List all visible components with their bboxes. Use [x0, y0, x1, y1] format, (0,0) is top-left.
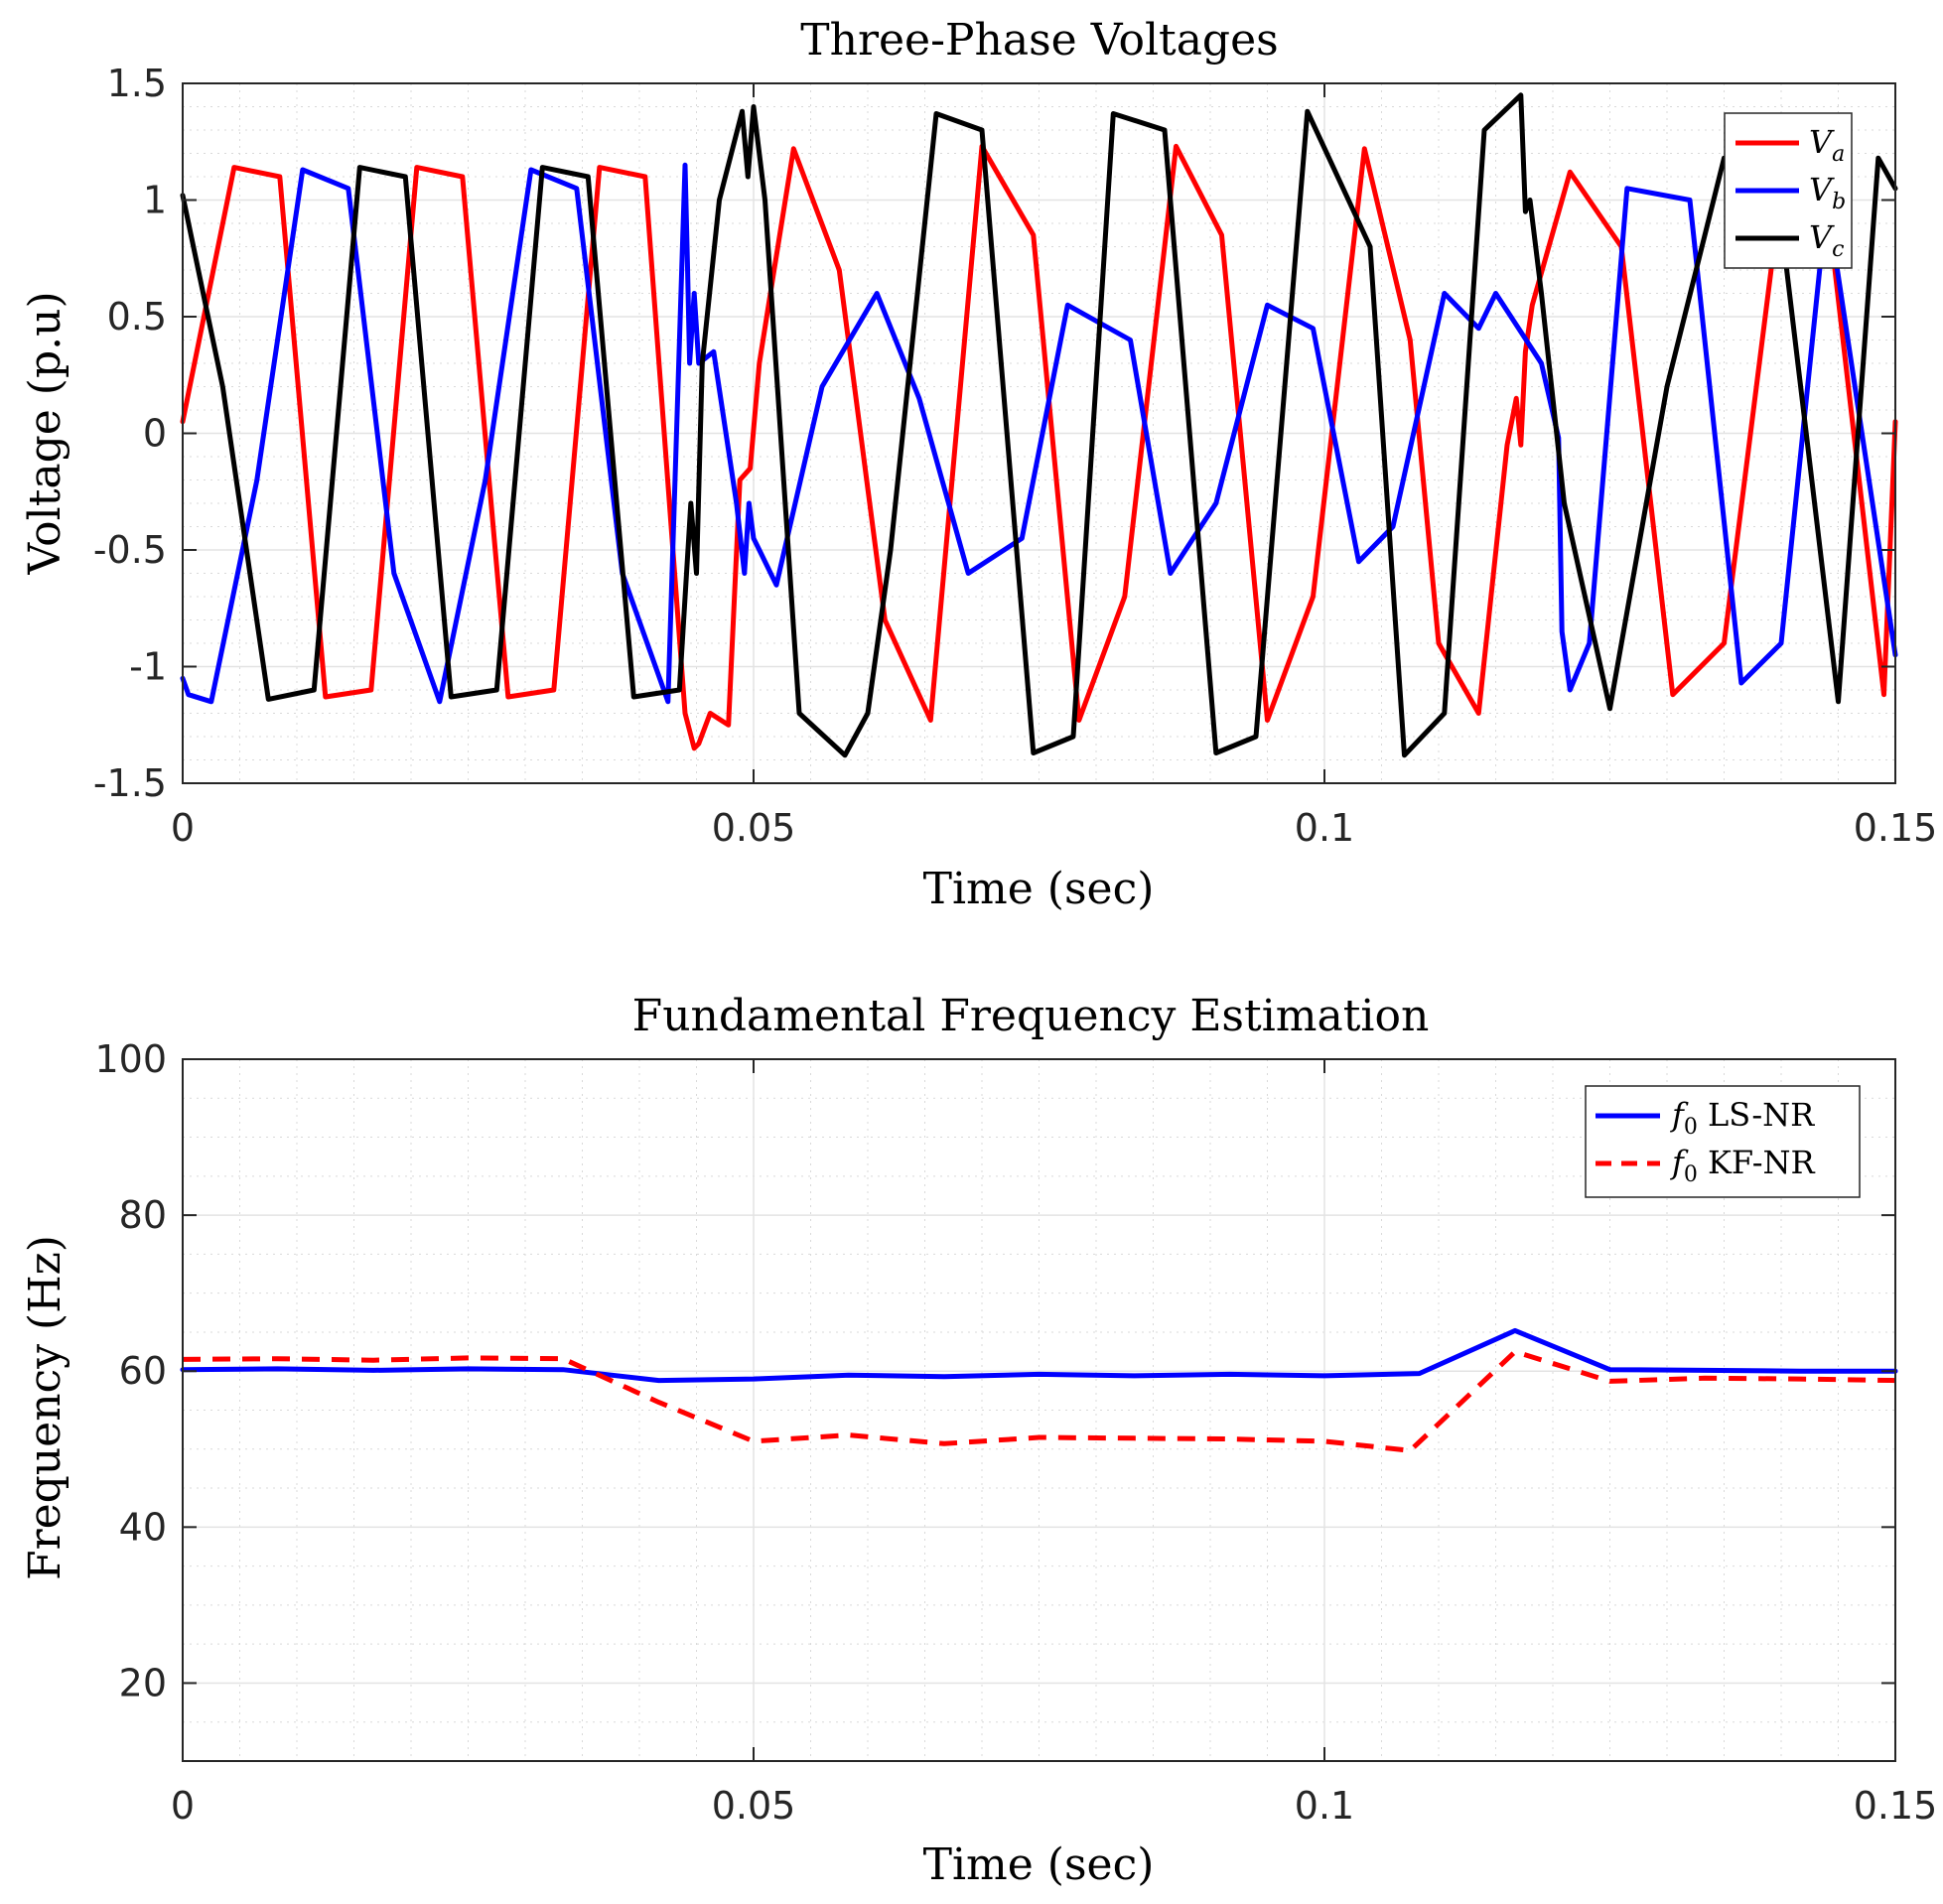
voltage-y-tick-labels: -1.5 -1 -0.5 0 0.5 1 1.5 — [93, 62, 167, 805]
frequency-y-tick-label: 80 — [119, 1193, 167, 1237]
voltage-y-tick-label: -0.5 — [93, 528, 167, 572]
voltage-series-group — [180, 92, 1898, 758]
frequency-y-axis-label: Frequency (Hz) — [20, 1235, 70, 1580]
voltage-x-tick-label: 0.15 — [1854, 806, 1938, 850]
voltage-y-axis-label: Voltage (p.u) — [20, 291, 70, 575]
frequency-y-tick-label: 20 — [119, 1661, 167, 1704]
voltage-y-tick-label: 0 — [143, 412, 167, 456]
frequency-x-axis-label: Time (sec) — [923, 1839, 1155, 1890]
voltage-x-tick-label: 0.05 — [712, 806, 796, 850]
frequency-axes-box — [182, 1058, 1896, 1762]
voltage-series-v-b — [180, 162, 1898, 705]
frequency-y-tick-label: 100 — [94, 1037, 167, 1081]
frequency-series-f0-kf-nr — [182, 1349, 1896, 1453]
frequency-y-tick-label: 40 — [119, 1505, 167, 1549]
voltage-x-tick-label: 0 — [171, 806, 195, 850]
voltage-y-tick-label: 0.5 — [107, 295, 167, 339]
voltage-chart-title: Three-Phase Voltages — [800, 15, 1278, 66]
frequency-subplot: Fundamental Frequency Estimation 0 0.05 0.… — [20, 991, 1937, 1890]
frequency-series-group — [180, 1327, 1898, 1453]
voltage-legend: Va Vb Vc — [1724, 112, 1853, 269]
frequency-x-tick-label: 0 — [171, 1784, 195, 1828]
legend-vb-label: Vb — [1809, 171, 1846, 214]
frequency-x-tick-label: 0.15 — [1854, 1784, 1938, 1828]
voltage-series-v-c — [180, 92, 1898, 758]
voltage-y-tick-label: 1 — [143, 179, 167, 222]
frequency-x-tick-label: 0.1 — [1295, 1784, 1354, 1828]
frequency-series-f0-ls-nr — [180, 1327, 1898, 1384]
legend-ls-nr-label: f0 LS-NR — [1670, 1096, 1815, 1140]
frequency-x-tick-label: 0.05 — [712, 1784, 796, 1828]
legend-kf-nr-label: f0 KF-NR — [1670, 1144, 1816, 1187]
voltage-y-tick-label: 1.5 — [107, 62, 167, 105]
voltage-ticks — [182, 82, 1896, 784]
legend-va-label: Va — [1809, 123, 1845, 167]
frequency-y-tick-labels: 20 40 60 80 100 — [94, 1037, 167, 1704]
voltage-subplot: Three-Phase Voltages 0 0.05 0.1 0.15 -1.5-1… — [20, 15, 1937, 914]
frequency-ticks — [182, 1058, 1896, 1761]
frequency-legend-box — [1585, 1085, 1861, 1198]
frequency-x-tick-labels: 0 0.05 0.1 0.15 — [171, 1784, 1937, 1828]
voltage-x-axis-label: Time (sec) — [923, 864, 1155, 914]
voltage-y-tick-label: -1.5 — [93, 761, 167, 805]
legend-vc-label: Vc — [1809, 218, 1844, 262]
voltage-x-tick-labels: 0 0.05 0.1 0.15 — [171, 806, 1937, 850]
frequency-y-tick-label: 60 — [119, 1349, 167, 1393]
voltage-x-tick-label: 0.1 — [1295, 806, 1354, 850]
frequency-legend: f0 LS-NR f0 KF-NR — [1585, 1085, 1861, 1198]
frequency-chart-title: Fundamental Frequency Estimation — [632, 991, 1430, 1041]
voltage-y-tick-label: -1 — [129, 645, 167, 689]
